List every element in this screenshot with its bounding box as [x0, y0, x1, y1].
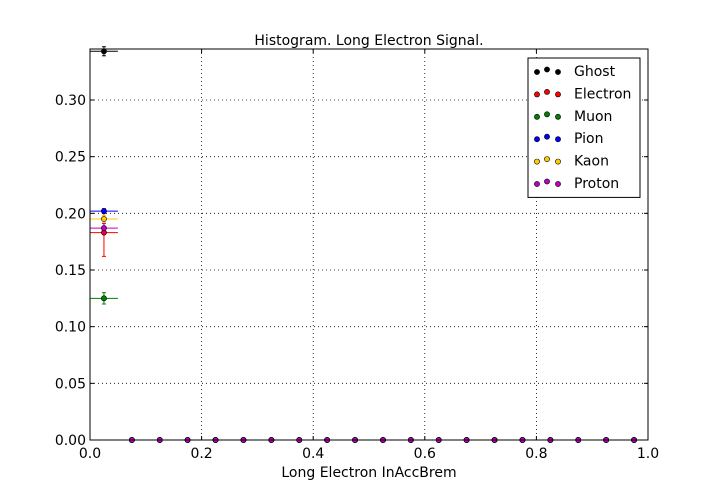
y-tick-label: 0.05 [55, 376, 86, 392]
legend-marker [544, 111, 550, 118]
x-axis-label: Long Electron InAccBrem [281, 465, 456, 481]
legend-box [527, 57, 641, 198]
y-tick-label: 0.25 [55, 150, 86, 166]
legend-marker [534, 136, 540, 143]
legend-entry-label: Electron [574, 86, 631, 102]
legend-marker [555, 158, 561, 165]
chart-title: Histogram. Long Electron Signal. [254, 33, 483, 49]
legend-entry-label: Pion [574, 131, 603, 147]
legend-marker [544, 66, 550, 73]
y-tick-label: 0.15 [55, 263, 86, 279]
legend-marker [534, 158, 540, 165]
legend-marker [534, 91, 540, 98]
y-tick-label: 0.00 [55, 433, 86, 449]
legend-marker [544, 89, 550, 95]
legend-entry-label: Muon [574, 109, 612, 125]
legend: Ghost Electron Muon Pion Kaon Proton [527, 57, 641, 198]
legend-marker [555, 69, 561, 75]
legend-marker [555, 181, 561, 187]
x-tick-label: 0.0 [79, 446, 101, 462]
legend-entry-label: Kaon [574, 154, 609, 170]
x-tick-label: 1.0 [637, 446, 659, 462]
legend-marker [534, 69, 540, 75]
legend-marker [555, 91, 561, 98]
legend-entry-label: Proton [574, 176, 619, 192]
plot-frame [89, 48, 649, 441]
y-tick-label: 0.20 [55, 206, 86, 222]
legend-marker [544, 156, 550, 162]
x-tick-label: 0.6 [414, 446, 436, 462]
legend-marker [555, 136, 561, 143]
legend-marker [534, 181, 540, 187]
y-tick-label: 0.10 [55, 320, 86, 336]
x-tick-label: 0.8 [525, 446, 547, 462]
data-point [101, 208, 107, 214]
y-tick-label: 0.30 [55, 93, 86, 109]
legend-entry-label: Ghost [574, 64, 616, 80]
axis-ticks: 0.0 0.2 0.4 0.6 0.8 1.0 0.00 0.05 0.10 0.15 0.20 0.… [55, 49, 659, 462]
data-point [101, 295, 107, 302]
data-point [101, 225, 107, 231]
legend-marker [534, 113, 540, 120]
data-point [101, 216, 107, 222]
x-tick-label: 0.2 [190, 446, 212, 462]
x-tick-label: 0.4 [302, 446, 324, 462]
legend-marker [555, 113, 561, 120]
legend-marker [544, 178, 550, 185]
legend-marker [544, 133, 550, 140]
